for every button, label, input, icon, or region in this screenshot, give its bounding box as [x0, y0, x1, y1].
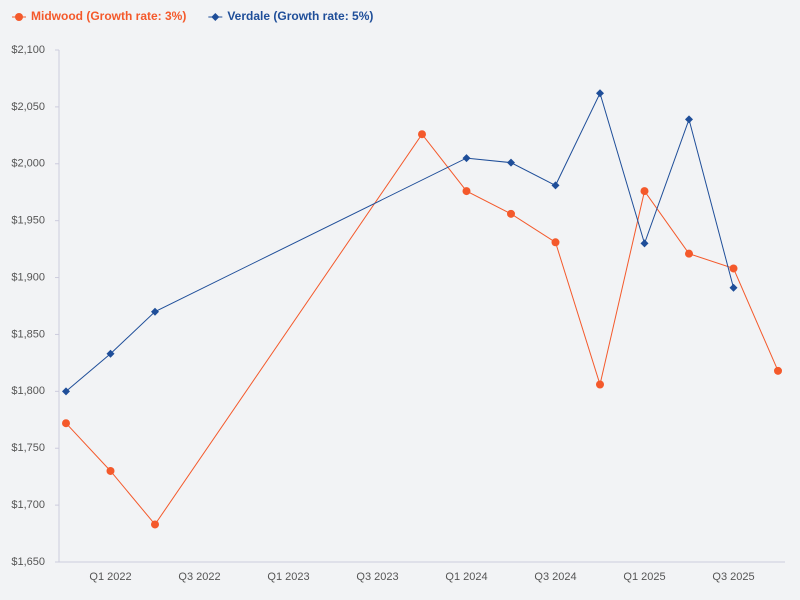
point [211, 13, 220, 21]
point [596, 89, 604, 98]
x-tick-label: Q3 2022 [178, 571, 220, 583]
point [596, 380, 604, 389]
point [729, 264, 738, 273]
legend-label: Midwood (Growth rate: 3%) [31, 9, 186, 23]
point [62, 419, 70, 428]
x-tick-label: Q3 2025 [712, 571, 754, 583]
y-tick-label: $2,000 [11, 158, 45, 170]
point [151, 307, 159, 316]
x-tick-label: Q1 2022 [89, 571, 131, 583]
point [462, 187, 471, 196]
y-tick-label: $2,050 [11, 101, 45, 113]
point [507, 209, 515, 218]
point [774, 366, 782, 375]
y-tick-label: $1,700 [11, 499, 45, 511]
point [106, 349, 115, 358]
y-tick-label: $2,100 [11, 44, 45, 56]
y-tick-label: $1,850 [11, 328, 45, 340]
point [418, 130, 426, 139]
series-line [65, 133, 779, 526]
point [640, 239, 649, 248]
y-tick-label: $1,750 [11, 442, 45, 454]
point [685, 249, 693, 258]
legend-label: Verdale (Growth rate: 5%) [227, 9, 373, 23]
x-tick-label: Q3 2024 [534, 571, 576, 583]
point [62, 387, 70, 396]
x-tick-label: Q1 2025 [623, 571, 665, 583]
point [685, 115, 693, 124]
point [729, 283, 738, 292]
x-tick-label: Q1 2023 [267, 571, 309, 583]
point [640, 187, 649, 196]
point [151, 520, 159, 529]
x-tick-label: Q1 2024 [445, 571, 487, 583]
point [462, 154, 471, 163]
y-tick-label: $1,950 [11, 215, 45, 227]
y-tick-label: $1,900 [11, 271, 45, 283]
point [507, 158, 515, 167]
point [551, 181, 560, 190]
y-tick-label: $1,650 [11, 556, 45, 568]
point [551, 238, 560, 247]
point [106, 466, 115, 475]
point [15, 13, 23, 21]
y-tick-label: $1,800 [11, 385, 45, 397]
series-line [65, 91, 734, 392]
x-tick-label: Q3 2023 [356, 571, 398, 583]
